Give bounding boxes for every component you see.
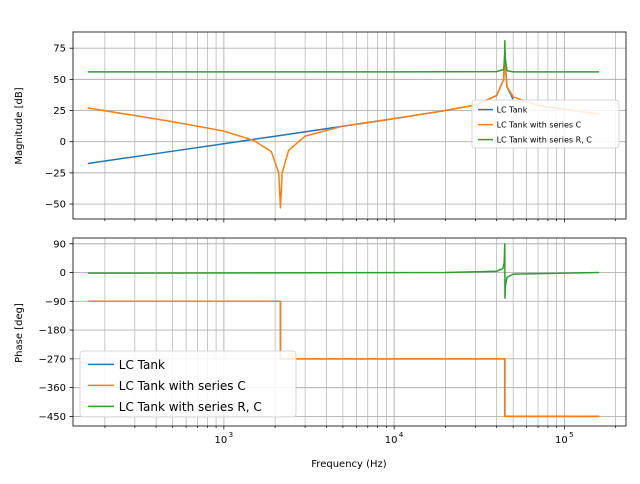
- legend-entry-lc-tank-with-series-r-c: LC Tank with series R, C: [119, 400, 262, 414]
- y-tick-label: 75: [53, 44, 66, 55]
- legend-box: [79, 350, 297, 418]
- series-line-lc-tank-with-series-c: [87, 300, 600, 418]
- legend: LC Tank LC Tank with series C LC Tank with…: [471, 99, 620, 149]
- legend-entry-lc-tank-with-series-r-c: LC Tank with series R, C: [497, 136, 593, 145]
- x-tick-exponent: 4: [399, 431, 404, 439]
- y-tick-label: 0: [60, 137, 66, 148]
- legend-entry-lc-tank: LC Tank: [119, 358, 165, 372]
- x-tick-label: 10: [385, 435, 398, 446]
- magnitude-y-axis-label: Magnitude [dB]: [14, 87, 25, 164]
- y-tick-label: −450: [39, 412, 66, 423]
- magnitude-panel: −50 −25 0 25 50 75 LC Tank LC Tank with series …: [45, 31, 627, 223]
- x-tick-exponent: 3: [229, 431, 233, 439]
- x-tick-label: 10: [215, 435, 228, 446]
- legend: LC Tank LC Tank with series C LC Tank with…: [79, 350, 297, 418]
- phase-y-axis-label: Phase [deg]: [14, 303, 25, 363]
- y-tick-label: −90: [45, 297, 66, 308]
- axes-frame: [72, 31, 627, 220]
- y-tick-label: −360: [39, 383, 66, 394]
- y-tick-label: −25: [45, 168, 66, 179]
- y-tick-label: 50: [53, 75, 66, 86]
- y-tick-label: 25: [53, 106, 66, 117]
- y-tick-label: −50: [45, 200, 66, 211]
- legend-box: [471, 99, 620, 149]
- y-tick-label: −180: [39, 326, 66, 337]
- legend-entry-lc-tank-with-series-c: LC Tank with series C: [119, 379, 246, 393]
- series-line-lc-tank-with-series-r-c: [87, 243, 600, 299]
- axes-frame: [72, 237, 627, 427]
- y-tick-label: 90: [53, 239, 66, 250]
- series-line-lc-tank-with-series-r-c: [87, 39, 600, 73]
- series-line-lc-tank: [87, 51, 514, 165]
- series-line-lc-tank-with-series-c: [87, 51, 600, 209]
- legend-entry-lc-tank-with-series-c: LC Tank with series C: [497, 121, 582, 130]
- y-tick-label: −270: [39, 354, 66, 365]
- x-tick-exponent: 5: [569, 431, 573, 439]
- y-tick-label: 0: [60, 268, 66, 279]
- x-tick-label: 10: [555, 435, 568, 446]
- frequency-x-axis-label: Frequency (Hz): [311, 459, 387, 470]
- legend-entry-lc-tank: LC Tank: [497, 106, 528, 115]
